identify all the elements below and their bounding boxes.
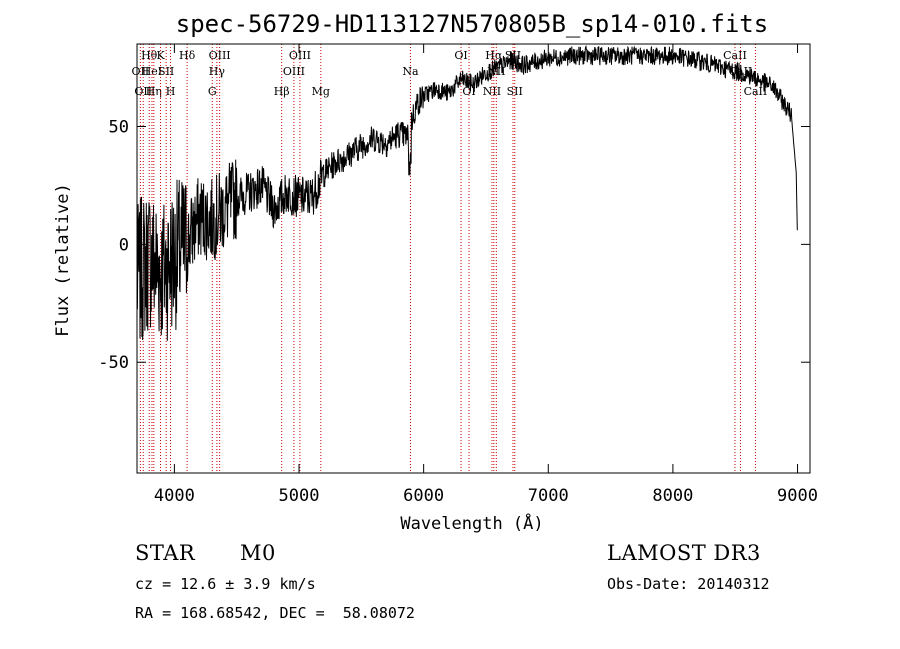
x-tick-label: 7000: [528, 486, 569, 506]
line-marker-label: NII: [483, 85, 501, 98]
line-marker-label: OIII: [283, 65, 305, 78]
line-marker-label: Hγ: [209, 65, 226, 78]
object-class: STAR: [135, 541, 196, 565]
x-tick-label: 9000: [777, 486, 818, 506]
survey-label: LAMOST DR3: [607, 541, 761, 565]
plot-frame: [136, 43, 811, 474]
redshift-cz: cz = 12.6 ± 3.9 km/s: [135, 575, 316, 593]
line-marker-label: Hδ: [179, 49, 196, 62]
object-subclass: M0: [240, 541, 276, 565]
ra-dec-coords: RA = 168.68542, DEC = 58.08072: [135, 604, 415, 622]
line-marker-label: K: [156, 49, 165, 62]
y-tick-label: -50: [98, 353, 129, 373]
line-marker-label: Hβ: [274, 85, 290, 98]
y-tick-label: 50: [109, 118, 129, 138]
line-marker-label: Hη: [146, 85, 162, 98]
line-marker-label: OI: [462, 85, 475, 98]
y-axis-label: Flux (relative): [53, 183, 73, 337]
line-marker-label: HeI: [142, 65, 162, 78]
line-marker-label: SII: [158, 65, 174, 78]
line-marker-label: CaII: [723, 49, 747, 62]
x-tick-label: 5000: [279, 486, 320, 506]
x-tick-label: 8000: [652, 486, 693, 506]
line-marker-label: Hθ: [141, 49, 158, 62]
line-marker-label: OIII: [209, 49, 231, 62]
x-tick-label: 6000: [403, 486, 444, 506]
line-marker-label: OII: [134, 85, 152, 98]
line-markers: OII OII Hθ HeI Hη K SII H Hδ G Hγ OIII Hβ OIII OIII Mg N…: [132, 44, 768, 473]
line-marker-label: CaII: [744, 85, 768, 98]
line-marker-label: OII: [132, 65, 150, 78]
line-marker-label: Mg: [312, 85, 330, 98]
spectrum-layer: [136, 45, 798, 341]
line-marker-label: SII: [507, 85, 523, 98]
line-marker-label: Na: [402, 65, 419, 78]
obs-date: Obs-Date: 20140312: [607, 575, 770, 593]
line-marker-label: G: [208, 85, 217, 98]
line-marker-label: OI: [454, 49, 467, 62]
x-tick-label: 4000: [154, 486, 195, 506]
line-marker-label: H: [166, 85, 176, 98]
y-tick-label: 0: [119, 235, 129, 255]
chart-title: spec-56729-HD113127N570805B_sp14-010.fit…: [176, 10, 768, 38]
x-axis-label: Wavelength (Å): [400, 512, 543, 534]
spectrum-line: [136, 45, 798, 341]
axis-ticks: 4000 5000 6000 7000 8000 9000 -50 0 50: [98, 44, 818, 506]
line-marker-label: OIII: [289, 49, 311, 62]
line-marker-label: Hα: [485, 49, 503, 62]
